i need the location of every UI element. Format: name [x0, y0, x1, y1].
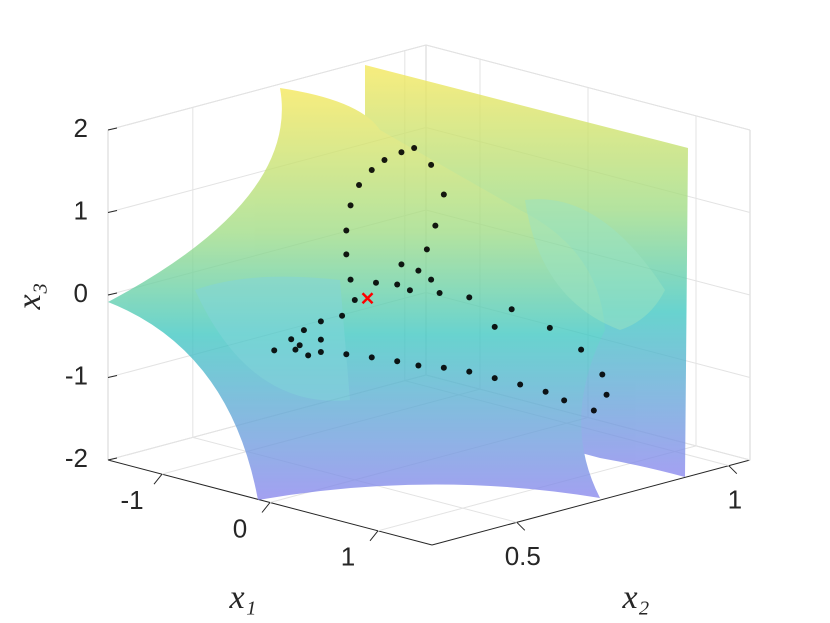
tick-mark — [107, 210, 118, 213]
point — [347, 202, 354, 209]
point — [578, 346, 585, 353]
surface — [525, 199, 665, 330]
point — [305, 352, 312, 359]
point — [440, 191, 447, 198]
labels: x₁ x₂ x₃ -1 0 1 0.5 1 -2 -1 0 1 2 — [11, 113, 742, 616]
y-tick-label: 1 — [728, 485, 742, 515]
point — [394, 281, 401, 288]
point — [356, 182, 363, 188]
z-tick-label: 2 — [74, 113, 88, 143]
tick-mark — [107, 127, 118, 131]
point — [440, 364, 447, 371]
point — [415, 267, 422, 274]
point — [288, 336, 295, 343]
point — [296, 342, 303, 349]
point — [271, 347, 278, 354]
tick-mark — [516, 521, 526, 531]
surface — [195, 276, 350, 401]
point — [436, 289, 443, 296]
point — [317, 336, 324, 343]
tick-mark — [107, 457, 118, 461]
point — [428, 276, 435, 283]
z-tick-label: 1 — [74, 195, 88, 225]
point — [542, 388, 549, 395]
point — [398, 149, 405, 156]
point — [411, 144, 418, 151]
point — [347, 276, 354, 283]
z-axis-label: x₃ — [11, 283, 48, 311]
point — [343, 227, 350, 234]
tick-mark — [153, 473, 163, 485]
point — [423, 246, 430, 253]
tick-mark — [107, 292, 118, 296]
x-tick-label: 1 — [341, 542, 355, 572]
tick-mark — [107, 375, 118, 378]
point — [351, 296, 358, 303]
point — [491, 375, 498, 382]
point — [300, 327, 307, 334]
z-tick-label: -1 — [65, 360, 88, 390]
grid-line — [425, 44, 751, 131]
point — [428, 161, 435, 168]
y-tick-label: 0.5 — [505, 541, 541, 571]
points — [271, 144, 610, 414]
point — [394, 358, 401, 365]
point — [317, 318, 324, 325]
point — [292, 346, 299, 353]
point — [590, 407, 597, 414]
surface — [108, 88, 605, 500]
point — [415, 362, 422, 369]
x-tick-label: 0 — [233, 513, 247, 543]
point — [599, 371, 606, 378]
surfaces — [108, 65, 688, 500]
tick-mark — [261, 502, 271, 513]
point — [546, 324, 553, 331]
z-tick-label: -2 — [65, 443, 88, 473]
point — [466, 368, 473, 375]
point — [603, 391, 610, 398]
point — [432, 222, 439, 229]
point — [339, 312, 346, 319]
point — [517, 381, 524, 388]
point — [368, 167, 375, 174]
point — [373, 279, 379, 286]
tick-mark — [728, 465, 738, 475]
point — [398, 261, 405, 268]
point — [368, 354, 375, 361]
y-axis-label: x₂ — [622, 579, 650, 616]
tick-mark — [369, 530, 379, 542]
grid-line — [107, 44, 427, 131]
point — [491, 323, 498, 330]
x-axis-label: x₁ — [229, 579, 257, 616]
x-tick-label: -1 — [120, 485, 143, 515]
point — [561, 397, 568, 404]
z-tick-label: 0 — [74, 278, 88, 308]
point — [508, 306, 515, 313]
point — [343, 251, 350, 258]
start-point — [361, 292, 374, 305]
point — [317, 348, 324, 355]
point — [466, 294, 473, 301]
point — [381, 157, 388, 164]
box-edge — [431, 459, 751, 546]
point — [406, 287, 413, 294]
point — [343, 351, 350, 358]
